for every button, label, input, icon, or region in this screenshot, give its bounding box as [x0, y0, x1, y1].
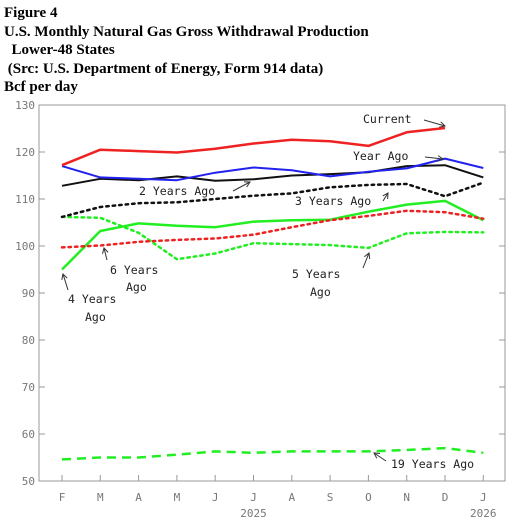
y-tick-label: 100 [15, 240, 35, 253]
series-5-years-ago-line [60, 215, 485, 261]
annotation-arrow [424, 156, 444, 160]
annotation-label: Ago [85, 310, 106, 324]
x-tick-label: J [480, 491, 487, 504]
y-tick-label: 70 [22, 381, 35, 394]
annotation-arrow [373, 452, 387, 462]
x-tick-label: M [174, 491, 181, 504]
axes: 50 60 70 80 90 100 110 120 130 F M A M J J A S O N D J 2025 20… [15, 99, 506, 520]
annotation-arrowhead [61, 273, 68, 280]
annotation-label: 6 Years [110, 263, 158, 277]
annotation-label: Year Ago [353, 149, 408, 163]
chart-subtitle: Lower-48 States [4, 42, 115, 58]
x-tick-label: J [212, 491, 219, 504]
x-tick-label: D [442, 491, 449, 504]
annotation-arrowhead [438, 121, 447, 128]
y-tick-label: 80 [22, 334, 35, 347]
x-tick-label: S [327, 491, 334, 504]
x-tick-label: M [97, 491, 104, 504]
y-axis-unit-label: Bcf per day [4, 79, 78, 95]
annotation-arrow [362, 252, 370, 269]
annotation-arrow [103, 247, 108, 261]
annotation-label: 2 Years Ago [139, 184, 215, 198]
series-19-years-ago-line [61, 446, 484, 461]
annotation-label: Ago [310, 285, 331, 299]
annotation-label: 19 Years Ago [391, 457, 474, 471]
annotation-label: Current [363, 112, 411, 126]
y-tick-label: 50 [22, 475, 35, 488]
annotations: Current Year Ago 2 Years Ago 3 Years Ago 6 Y… [61, 112, 474, 471]
y-tick-label: 120 [15, 146, 35, 159]
chart-title: U.S. Monthly Natural Gas Gross Withdrawa… [4, 23, 369, 40]
annotation-label: Ago [126, 280, 147, 294]
y-tick-label: 60 [22, 428, 35, 441]
series-4-years-ago-line [61, 199, 484, 271]
series-lines [60, 126, 485, 461]
annotation-arrowhead [102, 246, 109, 254]
annotation-arrowhead [364, 252, 371, 260]
annotation-arrowhead [382, 192, 389, 200]
chart-header: Figure 4 U.S. Monthly Natural Gas Gross … [4, 4, 369, 97]
annotation-arrow [423, 119, 446, 127]
annotation-label: 4 Years [68, 292, 116, 306]
x-tick-label: J [250, 491, 257, 504]
x-tick-label: A [288, 491, 295, 504]
annotation-arrowhead [373, 452, 381, 459]
y-tick-label: 130 [15, 99, 35, 112]
y-tick-label: 90 [22, 287, 35, 300]
annotation-arrowhead [437, 155, 445, 162]
annotation-arrow [232, 181, 251, 192]
series-3-years-ago-line [60, 181, 485, 219]
annotation-arrowhead [243, 181, 251, 188]
x-tick-label: N [403, 491, 410, 504]
x-tick-label: A [135, 491, 142, 504]
annotation-label: 3 Years Ago [295, 194, 371, 208]
x-tick-label: F [59, 491, 66, 504]
year-label: 2026 [470, 507, 497, 520]
x-tick-label: O [365, 491, 372, 504]
annotation-arrow [382, 192, 389, 202]
y-tick-label: 110 [15, 193, 35, 206]
series-6-years-ago-line [60, 209, 485, 249]
year-label: 2025 [240, 507, 267, 520]
series-current-line [61, 126, 446, 167]
series-year-ago-line [61, 157, 484, 182]
annotation-arrow [62, 273, 69, 291]
annotation-label: 5 Years [292, 267, 340, 281]
figure-label: Figure 4 [4, 5, 58, 21]
chart-source: (Src: U.S. Department of Energy, Form 91… [4, 60, 324, 77]
